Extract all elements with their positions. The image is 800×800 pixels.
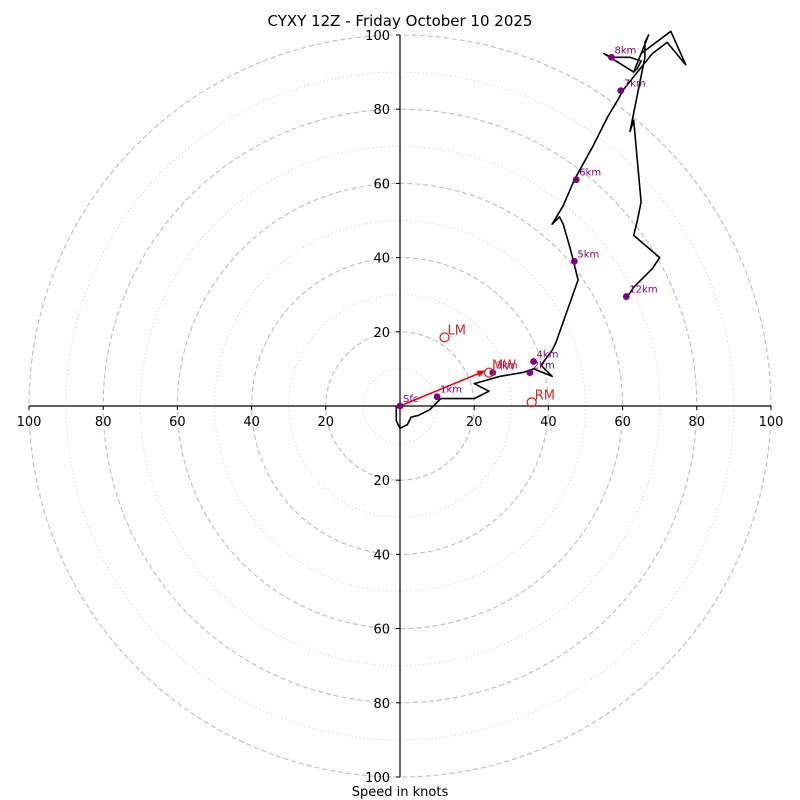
storm-motion-label: MW: [492, 359, 516, 374]
height-marker-label: 7km: [624, 79, 646, 90]
height-marker-label: 2km: [533, 361, 555, 372]
x-tick-label: 60: [614, 415, 631, 430]
height-marker-dot: [570, 257, 578, 265]
height-marker-dot: [622, 293, 630, 300]
x-tick-label: 80: [95, 415, 112, 430]
storm-motion-markers: LM MW RM: [439, 323, 555, 408]
height-marker-dot: [489, 369, 497, 377]
y-tick-label: 100: [365, 29, 390, 44]
y-tick-label: 60: [373, 177, 390, 192]
height-marker-dot: [526, 369, 534, 377]
height-marker-label: Sfc: [403, 394, 418, 405]
x-tick-label: 40: [540, 415, 557, 430]
y-tick-label: 60: [373, 623, 390, 638]
hodograph-line: [395, 30, 687, 430]
x-tick-label: 100: [759, 415, 784, 430]
storm-motion-marker: [483, 367, 495, 378]
y-tick-label: 100: [365, 771, 390, 786]
x-tick-label: 40: [243, 415, 260, 430]
y-tick-label: 40: [373, 548, 390, 563]
x-axis-label: Speed in knots: [352, 785, 449, 800]
storm-motion-marker: [439, 332, 450, 343]
storm-motion-marker: [526, 397, 537, 408]
height-marker-label: 8km: [614, 45, 636, 56]
height-marker-dot: [608, 53, 615, 61]
arrow-shaft: [399, 370, 486, 407]
height-marker-label: 5km: [577, 249, 599, 260]
height-marker-dot: [530, 358, 537, 365]
storm-motion-arrow: [399, 370, 486, 407]
height-marker-dot: [572, 176, 580, 184]
y-tick-label: 40: [373, 252, 390, 267]
height-marker-dot: [433, 393, 441, 401]
height-marker-label: 6km: [579, 168, 601, 179]
x-tick-label: 20: [466, 415, 483, 430]
arrow-head: [476, 370, 486, 378]
storm-motion-label: LM: [448, 323, 466, 338]
height-marker-label: 12km: [629, 285, 657, 296]
height-marker-label: 4km: [537, 349, 559, 360]
y-tick-label: 20: [373, 326, 390, 341]
y-tick-label: 80: [373, 103, 390, 118]
height-marker-dot: [617, 87, 625, 95]
x-tick-label: 20: [318, 415, 335, 430]
tick-labels: 100 80 60 40 20 20 40 60 80 100 100 80 60 40 20 20 40 60 8…: [17, 29, 784, 786]
wind-trace: [395, 30, 687, 430]
storm-motion-label: RM: [535, 388, 555, 403]
x-tick-label: 60: [169, 415, 186, 430]
y-tick-label: 20: [373, 474, 390, 489]
height-marker-dot: [396, 402, 404, 410]
chart-title: CYXY 12Z - Friday October 10 2025: [268, 12, 533, 30]
height-marker-label: 1km: [440, 385, 462, 396]
y-tick-label: 80: [373, 697, 390, 712]
height-marker-label: 3km: [496, 361, 518, 372]
x-tick-label: 100: [17, 415, 42, 430]
x-tick-label: 80: [689, 415, 706, 430]
